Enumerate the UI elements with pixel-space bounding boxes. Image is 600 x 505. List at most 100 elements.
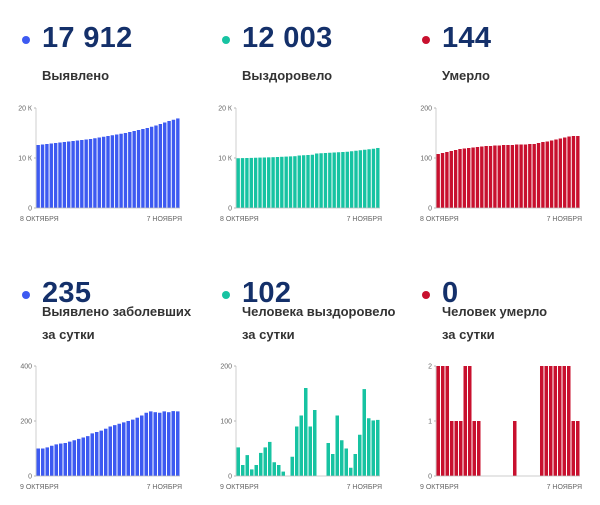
bar xyxy=(375,419,380,476)
bar xyxy=(332,152,336,208)
bar xyxy=(288,156,293,208)
bar xyxy=(245,158,249,208)
bar xyxy=(153,412,158,476)
died-daily-caption: Человек умерло за сутки xyxy=(442,300,547,346)
caption-line: Выявлено xyxy=(42,68,110,83)
bar xyxy=(467,148,471,208)
bar xyxy=(145,128,149,208)
bar xyxy=(348,467,353,476)
bar xyxy=(528,144,532,208)
bar xyxy=(371,420,376,476)
bar xyxy=(249,469,254,476)
bar xyxy=(267,441,272,476)
bar xyxy=(515,144,519,208)
bar xyxy=(308,426,313,476)
bullet-dot-icon xyxy=(222,291,230,299)
bar xyxy=(532,144,536,208)
bar xyxy=(236,447,241,476)
panel-detected: 17 912 Выявлено 0 10 К 20 К 8 ОКТЯБРЯ 7 НОЯБ… xyxy=(0,0,196,250)
bullet-dot-icon xyxy=(422,291,430,299)
x-start-label: 8 ОКТЯБРЯ xyxy=(220,216,259,223)
bar xyxy=(301,155,306,208)
bar xyxy=(90,433,95,476)
bar xyxy=(548,366,553,476)
caption-line: за сутки xyxy=(442,327,495,342)
bar xyxy=(445,152,449,208)
died-daily-value: 0 xyxy=(442,277,459,309)
bar xyxy=(290,456,295,476)
y-tick-label: 200 xyxy=(420,106,432,113)
bar xyxy=(132,131,136,208)
bar xyxy=(49,143,53,208)
panel-recovered: 12 003 Выздоровело 0 10 К 20 К 8 ОКТЯБРЯ 7 Н… xyxy=(200,0,396,250)
bar xyxy=(126,421,131,476)
bar xyxy=(367,149,371,208)
bar xyxy=(312,410,317,476)
bar xyxy=(58,443,63,476)
bar xyxy=(80,140,84,208)
panel-died-daily: 0 Человек умерло за сутки 0 1 2 9 ОКТЯБРЯ 7 … xyxy=(400,255,596,505)
bar xyxy=(63,443,68,476)
bar xyxy=(545,141,549,208)
bar xyxy=(558,138,563,208)
bar xyxy=(458,149,462,208)
bar xyxy=(315,153,319,208)
y-tick-label: 0 xyxy=(428,206,432,213)
bar xyxy=(162,411,167,476)
bar xyxy=(112,425,117,476)
x-end-label: 7 НОЯБРЯ xyxy=(347,216,382,223)
bar xyxy=(335,415,340,476)
bar xyxy=(119,133,123,208)
bullet-dot-icon xyxy=(22,36,30,44)
panel-died: 144 Умерло 0 100 200 8 ОКТЯБРЯ 7 НОЯБРЯ xyxy=(400,0,596,250)
bar xyxy=(258,452,263,476)
bar xyxy=(544,366,549,476)
bar xyxy=(240,158,245,208)
bar xyxy=(363,149,367,208)
bar xyxy=(326,443,331,476)
bar xyxy=(463,366,468,476)
bar xyxy=(571,421,576,476)
bar xyxy=(341,152,345,208)
y-tick-label: 0 xyxy=(228,474,232,481)
bar xyxy=(149,126,154,208)
bar xyxy=(436,366,441,476)
bar xyxy=(106,136,110,208)
recovered-daily-caption: Человека выздоровело за сутки xyxy=(242,300,396,346)
bar xyxy=(349,151,354,208)
bar xyxy=(501,145,506,208)
bar xyxy=(571,136,576,208)
bar xyxy=(310,154,315,208)
bar xyxy=(539,366,544,476)
y-tick-label: 200 xyxy=(220,364,232,371)
bar xyxy=(476,421,481,476)
bar xyxy=(366,418,371,476)
bar xyxy=(362,389,367,476)
x-start-label: 8 ОКТЯБРЯ xyxy=(420,216,459,223)
bar xyxy=(562,366,567,476)
y-tick-label: 100 xyxy=(220,419,232,426)
bar xyxy=(449,151,453,208)
bar xyxy=(467,366,472,476)
bar xyxy=(40,144,45,208)
caption-line: Человек умерло xyxy=(442,304,548,319)
bar xyxy=(67,141,71,208)
bar xyxy=(175,411,180,476)
detected-daily-chart: 0 200 400 9 ОКТЯБРЯ 7 НОЯБРЯ xyxy=(20,364,182,492)
bar xyxy=(353,454,358,476)
bar xyxy=(141,129,145,208)
bar xyxy=(157,412,162,476)
bar xyxy=(471,147,475,208)
y-tick-label: 20 К xyxy=(218,106,233,113)
bar xyxy=(567,136,571,208)
y-tick-label: 0 xyxy=(228,206,232,213)
bar xyxy=(523,144,528,208)
y-tick-label: 0 xyxy=(428,474,432,481)
bar xyxy=(299,415,304,476)
bar xyxy=(58,142,62,208)
bar xyxy=(245,455,250,476)
bar xyxy=(281,471,286,476)
bar xyxy=(297,155,301,208)
bar xyxy=(376,147,380,208)
bar xyxy=(306,155,310,208)
